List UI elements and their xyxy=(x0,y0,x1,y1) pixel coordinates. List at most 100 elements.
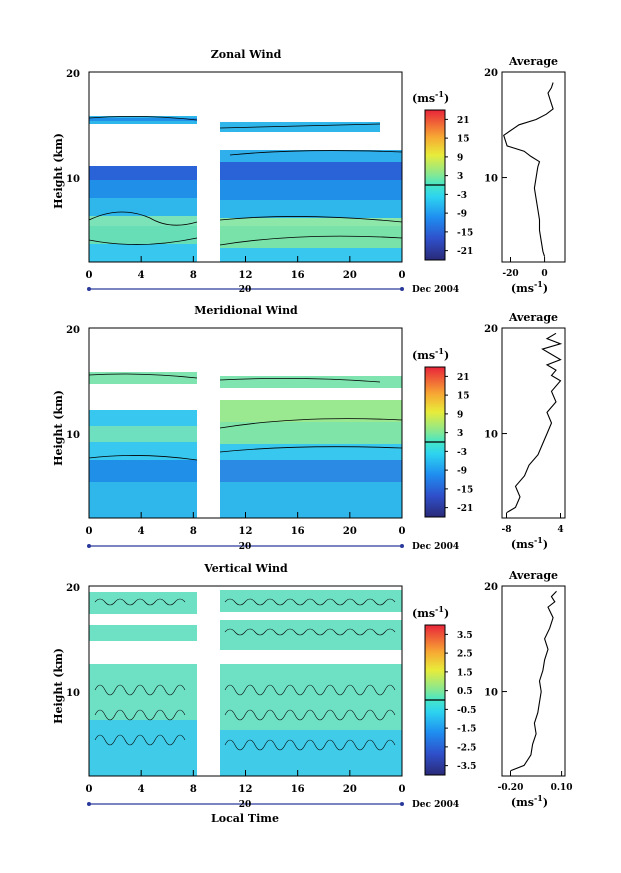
profile-x-axis-label: (ms-1) xyxy=(511,793,548,809)
x-axis-label: Local Time xyxy=(211,812,279,825)
profile-x-tick-label: 0.10 xyxy=(551,783,573,793)
heatmap-contours xyxy=(88,373,403,461)
colorbar-tick-label: -1.5 xyxy=(457,725,476,735)
profile-title: Average xyxy=(508,569,558,582)
colorbar: 21 15 9 3 -3 -9 -15 -21 (ms-1) xyxy=(412,346,473,518)
x-tick-label: 0 xyxy=(399,270,406,281)
colorbar: 21 15 9 3 -3 -9 -15 -21 (ms-1) xyxy=(412,89,473,261)
colorbar-unit-label: (ms-1) xyxy=(412,89,449,105)
y-axis-label: Height (km) xyxy=(52,390,65,466)
profile-frame xyxy=(501,71,566,263)
x-axis: 0 4 8 12 16 20 0 xyxy=(86,512,406,537)
profile-title: Average xyxy=(508,311,558,324)
date-axis: 20 Dec 2004 xyxy=(87,542,459,552)
colorbar-tick-label: 1.5 xyxy=(457,668,473,678)
y-tick-label: 10 xyxy=(66,174,80,185)
colorbar-tick-label: -0.5 xyxy=(457,706,476,716)
y-axis: 20 10 Height (km) xyxy=(52,583,80,724)
colorbar-tick-label: 21 xyxy=(457,116,470,126)
colorbar-tick-label: 3 xyxy=(457,429,463,439)
heatmap-contours xyxy=(88,116,403,246)
x-tick-label: 4 xyxy=(138,784,145,795)
colorbar-tick-label: -15 xyxy=(457,228,473,238)
profile-y-tick-label: 20 xyxy=(484,324,498,335)
x-tick-label: 12 xyxy=(239,784,253,795)
date-label: Dec 2004 xyxy=(412,285,459,295)
colorbar-tick-label: 9 xyxy=(457,153,463,163)
colorbar-tick-label: 9 xyxy=(457,410,463,420)
colorbar-unit-label: (ms-1) xyxy=(412,346,449,362)
date-marker: 20 xyxy=(239,800,252,810)
colorbar-tick-label: 3.5 xyxy=(457,631,473,641)
y-axis: 20 10 Height (km) xyxy=(52,69,80,209)
x-axis: 0 4 8 12 16 20 0 xyxy=(86,770,406,795)
colorbar-tick-label: -9 xyxy=(457,210,467,220)
x-tick-label: 16 xyxy=(291,784,305,795)
x-tick-label: 0 xyxy=(399,784,406,795)
x-tick-label: 0 xyxy=(86,526,93,537)
panel-title: Zonal Wind xyxy=(211,48,282,61)
y-tick-label: 20 xyxy=(66,325,80,336)
profile-frame xyxy=(501,585,566,777)
panel-meridional-wind: Meridional Wind xyxy=(52,304,566,552)
profile-chart: Average 10 20 -20 0(ms-1) xyxy=(484,55,566,295)
panel-vertical-wind: Vertical Wind xyxy=(52,562,573,825)
x-tick-label: 20 xyxy=(343,784,357,795)
profile-series-line xyxy=(506,332,563,514)
x-tick-label: 0 xyxy=(86,270,93,281)
profile-y-tick-label: 20 xyxy=(484,68,498,79)
colorbar-tick-label: -21 xyxy=(457,247,473,257)
profile-series-line xyxy=(503,82,554,257)
x-tick-label: 4 xyxy=(138,270,145,281)
colorbar-tick-label: 0.5 xyxy=(457,687,473,697)
x-tick-label: 8 xyxy=(190,526,197,537)
colorbar-tick-label: 15 xyxy=(457,392,470,402)
colorbar-tick-label: -15 xyxy=(457,485,473,495)
colorbar-tick-label: -3.5 xyxy=(457,762,476,772)
date-label: Dec 2004 xyxy=(412,800,459,810)
date-axis: 20 Dec 2004 xyxy=(87,800,459,810)
profile-x-tick-label: 4 xyxy=(557,525,563,535)
colorbar-tick-label: -3 xyxy=(457,448,467,458)
y-tick-label: 20 xyxy=(66,69,80,80)
profile-x-axis-label: (ms-1) xyxy=(511,279,548,295)
x-tick-label: 12 xyxy=(239,526,253,537)
x-tick-label: 0 xyxy=(399,526,406,537)
heatmap-area xyxy=(88,71,403,263)
y-axis: 20 10 Height (km) xyxy=(52,325,80,466)
x-tick-label: 8 xyxy=(190,784,197,795)
x-tick-label: 20 xyxy=(343,270,357,281)
heatmap-fill-bands xyxy=(89,372,402,518)
profile-title: Average xyxy=(508,55,558,68)
profile-y-tick-label: 10 xyxy=(484,174,498,185)
profile-y-tick-label: 10 xyxy=(484,430,498,441)
colorbar-unit-label: (ms-1) xyxy=(412,604,449,620)
profile-chart: Average 10 20 -8 4 (ms-1) xyxy=(484,311,566,551)
x-tick-label: 20 xyxy=(343,526,357,537)
profile-y-tick-label: 20 xyxy=(484,582,498,593)
date-axis: 20 Dec 2004 xyxy=(87,285,459,295)
x-axis: 0 4 8 12 16 20 0 xyxy=(86,256,406,281)
x-tick-label: 12 xyxy=(239,270,253,281)
y-axis-label: Height (km) xyxy=(52,648,65,724)
colorbar-tick-label: -21 xyxy=(457,504,473,514)
date-marker: 20 xyxy=(239,285,252,295)
colorbar-tick-label: 15 xyxy=(457,135,470,145)
heatmap-area xyxy=(88,327,403,519)
colorbar-tick-label: 2.5 xyxy=(457,650,473,660)
date-label: Dec 2004 xyxy=(412,542,459,552)
profile-x-tick-label: 0 xyxy=(541,269,547,279)
profile-y-tick-label: 10 xyxy=(484,688,498,699)
x-tick-label: 8 xyxy=(190,270,197,281)
profile-frame xyxy=(501,327,566,519)
y-axis-label: Height (km) xyxy=(52,133,65,209)
panel-title: Vertical Wind xyxy=(203,562,288,575)
y-tick-label: 20 xyxy=(66,583,80,594)
profile-series-line xyxy=(510,590,557,772)
profile-x-tick-label: -0.20 xyxy=(498,783,524,793)
heatmap-fill-bands xyxy=(89,116,402,262)
profile-x-tick-label: -8 xyxy=(502,525,512,535)
profile-x-axis-label: (ms-1) xyxy=(511,535,548,551)
profile-chart: Average 10 20 -0.20 0.10(ms-1) xyxy=(484,569,572,809)
colorbar-tick-label: -2.5 xyxy=(457,743,476,753)
